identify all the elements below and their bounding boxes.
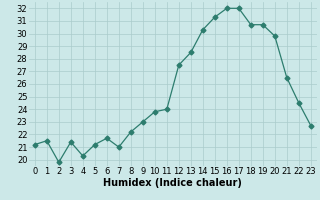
X-axis label: Humidex (Indice chaleur): Humidex (Indice chaleur) xyxy=(103,178,242,188)
